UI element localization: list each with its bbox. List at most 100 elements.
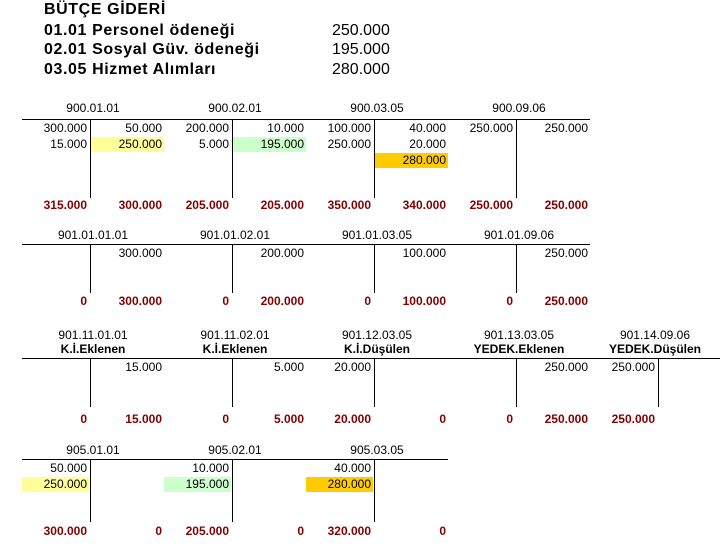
- total-debit: 0: [222, 412, 229, 426]
- debit-entry: 100.000: [327, 121, 371, 135]
- ledger-line: [448, 244, 590, 245]
- credit-entry: 100.000: [402, 246, 446, 260]
- ledger-line: [164, 358, 306, 359]
- total-credit: 0: [439, 524, 446, 538]
- t-account: 905.02.01 10.000 195.000 205.000 0: [164, 444, 306, 552]
- ledger-divider: [90, 359, 91, 407]
- total-debit: 205.000: [185, 198, 229, 210]
- credit-entry: 40.000: [409, 121, 446, 135]
- total-credit: 300.000: [118, 198, 162, 210]
- t-account: 901.01.02.01 200.000 0 200.000: [164, 229, 306, 337]
- ledger-line: [164, 244, 306, 245]
- total-debit: 315.000: [43, 198, 87, 210]
- total-debit: 320.000: [327, 524, 371, 538]
- ledger-divider: [516, 245, 517, 293]
- account-code: 905.01.01: [66, 444, 120, 457]
- total-debit: 300.000: [43, 524, 87, 538]
- credit-entry: 250.000: [91, 137, 164, 152]
- total-debit: 0: [364, 294, 371, 308]
- account-code: 905.02.01: [208, 444, 262, 457]
- total-debit: 350.000: [327, 198, 371, 210]
- credit-entry: 200.000: [260, 246, 304, 260]
- total-credit: 250.000: [544, 198, 588, 210]
- t-account: 900.02.01 200.000 5.000 10.000 195.000 205.00…: [164, 102, 306, 210]
- debit-entry: 195.000: [164, 477, 231, 492]
- debit-entry: 250.000: [22, 477, 89, 492]
- total-credit: 5.000: [273, 412, 304, 426]
- total-debit: 250.000: [611, 412, 655, 426]
- ledger-line: [22, 244, 164, 245]
- ledger-divider: [658, 359, 659, 407]
- debit-entry: 40.000: [334, 461, 371, 475]
- t-account: 905.01.01 50.000 250.000 300.000 0: [22, 444, 164, 552]
- ledger-line: [306, 244, 448, 245]
- total-debit: 0: [506, 294, 513, 308]
- t-account: 901.11.01.01 K.İ.Eklenen 15.000 0 15.000: [22, 329, 164, 437]
- ledger-line: [22, 119, 164, 120]
- debit-entry: 200.000: [185, 121, 229, 135]
- total-debit: 20.000: [334, 412, 371, 426]
- budget-line-amount: 195.000: [332, 41, 390, 58]
- account-subtitle: K.İ.Eklenen: [202, 342, 268, 356]
- ledger-line: [164, 459, 306, 460]
- debit-entry: 5.000: [198, 137, 229, 151]
- credit-entry: 250.000: [544, 246, 588, 260]
- t-account: 900.01.01 300.000 15.000 50.000 250.000 315.0…: [22, 102, 164, 210]
- account-subtitle: K.İ.Eklenen: [60, 342, 126, 356]
- t-account: 905.03.05 40.000 280.000 320.000 0: [306, 444, 448, 552]
- budget-line-amount: 280.000: [332, 61, 390, 78]
- ledger-line: [164, 119, 306, 120]
- credit-entry: 280.000: [375, 153, 448, 168]
- t-account: 901.13.03.05 YEDEK.Eklenen 250.000 0 250.000: [448, 329, 590, 437]
- total-credit: 200.000: [260, 294, 304, 308]
- debit-entry: 250.000: [469, 121, 513, 135]
- debit-entry: 250.000: [327, 137, 371, 151]
- total-debit: 0: [222, 294, 229, 308]
- account-code: 901.11.02.01: [200, 329, 270, 342]
- account-code: 905.03.05: [350, 444, 404, 457]
- budget-line-label: 01.01 Personel ödeneği: [44, 22, 236, 39]
- total-credit: 205.000: [260, 198, 304, 210]
- t-account: 901.12.03.05 K.İ.Düşülen 20.000 20.000 0: [306, 329, 448, 437]
- ledger-divider: [374, 245, 375, 293]
- ledger-divider: [232, 245, 233, 293]
- ledger-line: [306, 119, 448, 120]
- ledger-divider: [90, 245, 91, 293]
- debit-entry: 280.000: [306, 477, 373, 492]
- account-code: 900.01.01: [66, 102, 120, 115]
- total-debit: 205.000: [185, 524, 229, 538]
- ledger-line: [448, 358, 590, 359]
- ledger-line: [590, 358, 720, 359]
- total-credit: 15.000: [125, 412, 162, 426]
- debit-entry: 15.000: [50, 137, 87, 151]
- account-subtitle: K.İ.Düşülen: [343, 342, 410, 356]
- credit-entry: 5.000: [273, 360, 304, 374]
- budget-line-label: 02.01 Sosyal Güv. ödeneği: [44, 41, 260, 58]
- t-account: 900.09.06 250.000 250.000 250.000 250.000: [448, 102, 590, 210]
- total-credit: 250.000: [544, 412, 588, 426]
- total-credit: 0: [155, 524, 162, 538]
- account-code: 900.02.01: [208, 102, 262, 115]
- budget-line-label: 03.05 Hizmet Alımları: [44, 61, 217, 78]
- total-debit: 250.000: [469, 198, 513, 210]
- debit-entry: 300.000: [43, 121, 87, 135]
- ledger-divider: [90, 120, 91, 198]
- account-code: 901.01.02.01: [199, 229, 271, 242]
- total-credit: 340.000: [402, 198, 446, 210]
- ledger-divider: [232, 359, 233, 407]
- credit-entry: 15.000: [125, 360, 162, 374]
- account-code: 901.01.03.05: [341, 229, 413, 242]
- debit-entry: 10.000: [192, 461, 229, 475]
- header-title: BÜTÇE GİDERİ: [44, 1, 166, 18]
- ledger-divider: [516, 359, 517, 407]
- account-code: 901.13.03.05: [483, 329, 555, 342]
- debit-entry: 50.000: [50, 461, 87, 475]
- ledger-divider: [374, 120, 375, 198]
- credit-entry: 10.000: [267, 121, 304, 135]
- total-debit: 0: [80, 412, 87, 426]
- t-account: 901.01.01.01 300.000 0 300.000: [22, 229, 164, 337]
- t-account: 901.01.09.06 250.000 0 250.000: [448, 229, 590, 337]
- account-subtitle: YEDEK.Düşülen: [608, 342, 701, 356]
- ledger-divider: [374, 359, 375, 407]
